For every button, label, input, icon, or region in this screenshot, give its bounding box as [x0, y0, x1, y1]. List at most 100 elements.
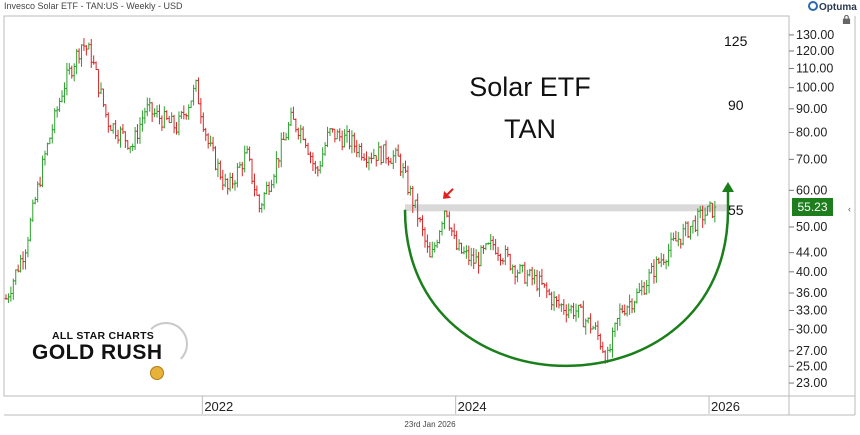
- candle: [559, 303, 563, 312]
- level-label-55: 55: [728, 202, 744, 218]
- candle: [4, 294, 8, 300]
- candle: [569, 304, 573, 314]
- candle: [418, 216, 422, 223]
- candle: [691, 220, 695, 234]
- candle: [686, 221, 690, 239]
- candle: [528, 268, 532, 277]
- candle: [87, 42, 91, 50]
- candle: [192, 84, 195, 106]
- candle: [116, 129, 120, 144]
- candle: [650, 262, 653, 274]
- candle: [245, 145, 249, 154]
- candle: [238, 161, 242, 168]
- brand-line1: ALL STAR CHARTS: [52, 330, 155, 342]
- candle: [681, 223, 685, 246]
- y-tick-label: 40.00: [796, 265, 827, 279]
- candle: [204, 127, 208, 141]
- candle: [240, 161, 244, 177]
- candle: [309, 151, 312, 164]
- candle: [577, 304, 580, 318]
- candle: [138, 117, 142, 144]
- candle: [399, 153, 403, 176]
- candle: [28, 217, 32, 242]
- candle: [80, 44, 83, 67]
- red-arrow-head: [443, 190, 451, 199]
- chart-header: Invesco Solar ETF - TAN:US - Weekly - US…: [4, 1, 183, 11]
- candle: [194, 79, 198, 92]
- candle: [662, 253, 666, 266]
- candle: [516, 269, 519, 283]
- candle: [335, 129, 339, 140]
- candle: [177, 111, 181, 136]
- x-tick-label: 2026: [711, 399, 740, 414]
- candle: [296, 127, 300, 140]
- candle: [31, 199, 35, 222]
- candle: [43, 150, 47, 166]
- candle: [262, 191, 266, 210]
- candle: [201, 112, 205, 132]
- candle: [506, 246, 510, 258]
- lock-icon[interactable]: [842, 15, 851, 24]
- candle: [642, 281, 646, 295]
- y-tick-label: 33.00: [796, 303, 827, 317]
- candle: [316, 165, 320, 177]
- candle: [693, 215, 697, 233]
- y-tick-label: 30.00: [796, 323, 827, 337]
- candle: [289, 107, 293, 127]
- candle: [494, 238, 498, 255]
- candle: [340, 130, 344, 151]
- candle: [362, 153, 366, 162]
- candle: [26, 236, 30, 258]
- candle: [547, 288, 551, 296]
- candle: [477, 251, 480, 274]
- candle: [292, 106, 295, 120]
- candle: [36, 181, 40, 203]
- y-tick-label: 70.00: [796, 152, 827, 166]
- candle: [184, 113, 188, 120]
- candle: [574, 303, 578, 322]
- candle: [255, 185, 259, 196]
- candle: [355, 139, 359, 158]
- candle: [394, 147, 398, 164]
- candle: [630, 298, 634, 314]
- candle: [596, 320, 600, 340]
- candle: [323, 142, 327, 156]
- candle: [109, 124, 113, 131]
- candle: [133, 126, 137, 150]
- candle: [659, 252, 663, 268]
- current-price-tag: 55.23: [792, 198, 833, 216]
- candle: [584, 318, 588, 335]
- candle: [150, 102, 154, 123]
- candle: [41, 155, 44, 188]
- candle: [408, 185, 412, 196]
- candle: [591, 325, 595, 330]
- candle: [328, 127, 332, 136]
- candle: [299, 124, 303, 144]
- candle: [518, 263, 522, 274]
- candle: [501, 258, 505, 265]
- candle: [664, 259, 668, 270]
- candle: [326, 126, 329, 148]
- gold-coin-icon: [150, 366, 164, 380]
- candle: [489, 233, 493, 251]
- optuma-logo-icon: [808, 1, 818, 11]
- candle: [67, 63, 71, 75]
- candle: [284, 132, 288, 141]
- candle: [228, 172, 232, 192]
- candle: [267, 181, 271, 195]
- candle: [294, 118, 298, 133]
- collapse-panel-icon[interactable]: ‹: [848, 204, 851, 214]
- breakout-arrow-head: [722, 182, 734, 193]
- candle: [243, 145, 247, 173]
- candle: [270, 179, 273, 193]
- candle: [170, 112, 174, 124]
- candle: [65, 62, 69, 96]
- candle: [77, 48, 81, 64]
- candle: [145, 97, 149, 117]
- candle: [24, 249, 27, 270]
- candle: [46, 142, 49, 156]
- candle: [143, 107, 147, 124]
- candle: [564, 304, 568, 323]
- candle: [121, 124, 125, 135]
- candle: [625, 305, 629, 317]
